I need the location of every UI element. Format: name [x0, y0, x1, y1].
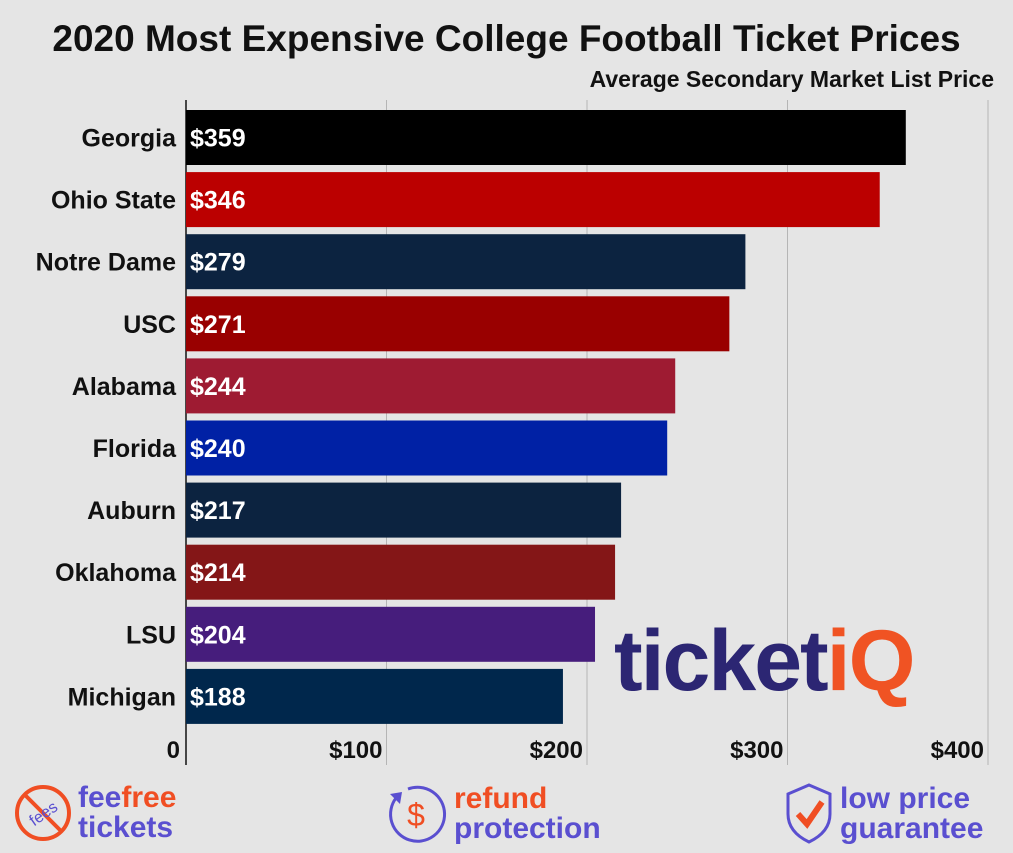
bar-florida	[186, 420, 668, 476]
bar-auburn	[186, 482, 622, 538]
bar-oklahoma	[186, 544, 616, 600]
bar-usc	[186, 296, 730, 352]
chart-title: 2020 Most Expensive College Football Tic…	[52, 18, 961, 59]
bar-georgia	[186, 110, 906, 165]
refund-protection-badge: $ refund protection	[384, 782, 601, 846]
category-label: Michigan	[68, 683, 176, 711]
bar-lsu	[186, 606, 596, 662]
category-label: Ohio State	[51, 187, 176, 215]
shield-check-icon	[786, 783, 832, 844]
data-label: $240	[190, 435, 246, 463]
logo-text: ticket	[614, 613, 829, 709]
ticketiq-logo: ticketiQ	[614, 612, 916, 711]
category-label: Notre Dame	[36, 249, 176, 277]
footer-refund: refund	[454, 782, 548, 815]
low-price-guarantee-badge: low price guarantee	[784, 782, 983, 846]
bar-ohio-state	[186, 172, 880, 228]
data-label: $271	[190, 311, 246, 339]
x-tick-label: $400	[931, 737, 984, 764]
category-label: Auburn	[87, 497, 176, 525]
x-tick-label: 0	[167, 737, 180, 764]
data-label: $346	[190, 187, 246, 215]
category-label: USC	[123, 311, 176, 339]
footer-fee: fee	[78, 781, 122, 814]
category-label: Florida	[93, 435, 177, 463]
category-label: Oklahoma	[55, 559, 177, 587]
bar-notre-dame	[186, 234, 746, 290]
logo-accent: iQ	[826, 613, 916, 709]
data-label: $279	[190, 249, 246, 277]
category-label: Alabama	[72, 373, 177, 401]
footer-protection: protection	[454, 812, 601, 845]
fee-free-badge: fees feefree tickets	[12, 782, 176, 844]
data-label: $188	[190, 683, 246, 711]
footer-guarantee: guarantee	[840, 812, 984, 845]
data-label: $359	[190, 125, 246, 153]
footer-tickets: tickets	[78, 811, 174, 844]
x-tick-label: $100	[329, 737, 382, 764]
footer-free: free	[121, 781, 177, 814]
bar-michigan	[186, 668, 563, 724]
chart-subtitle: Average Secondary Market List Price	[589, 66, 994, 92]
x-tick-label: $300	[730, 737, 783, 764]
category-label: LSU	[126, 621, 176, 649]
bar-alabama	[186, 358, 676, 414]
svg-text:$: $	[407, 797, 425, 833]
category-label: Georgia	[82, 125, 178, 153]
footer-low-price: low price	[840, 782, 971, 815]
data-label: $204	[190, 621, 246, 649]
no-fees-icon: fees	[15, 785, 71, 841]
data-label: $217	[190, 497, 246, 525]
refund-dollar-icon: $	[389, 785, 447, 843]
data-label: $214	[190, 559, 246, 587]
data-label: $244	[190, 373, 246, 401]
x-tick-label: $200	[530, 737, 583, 764]
